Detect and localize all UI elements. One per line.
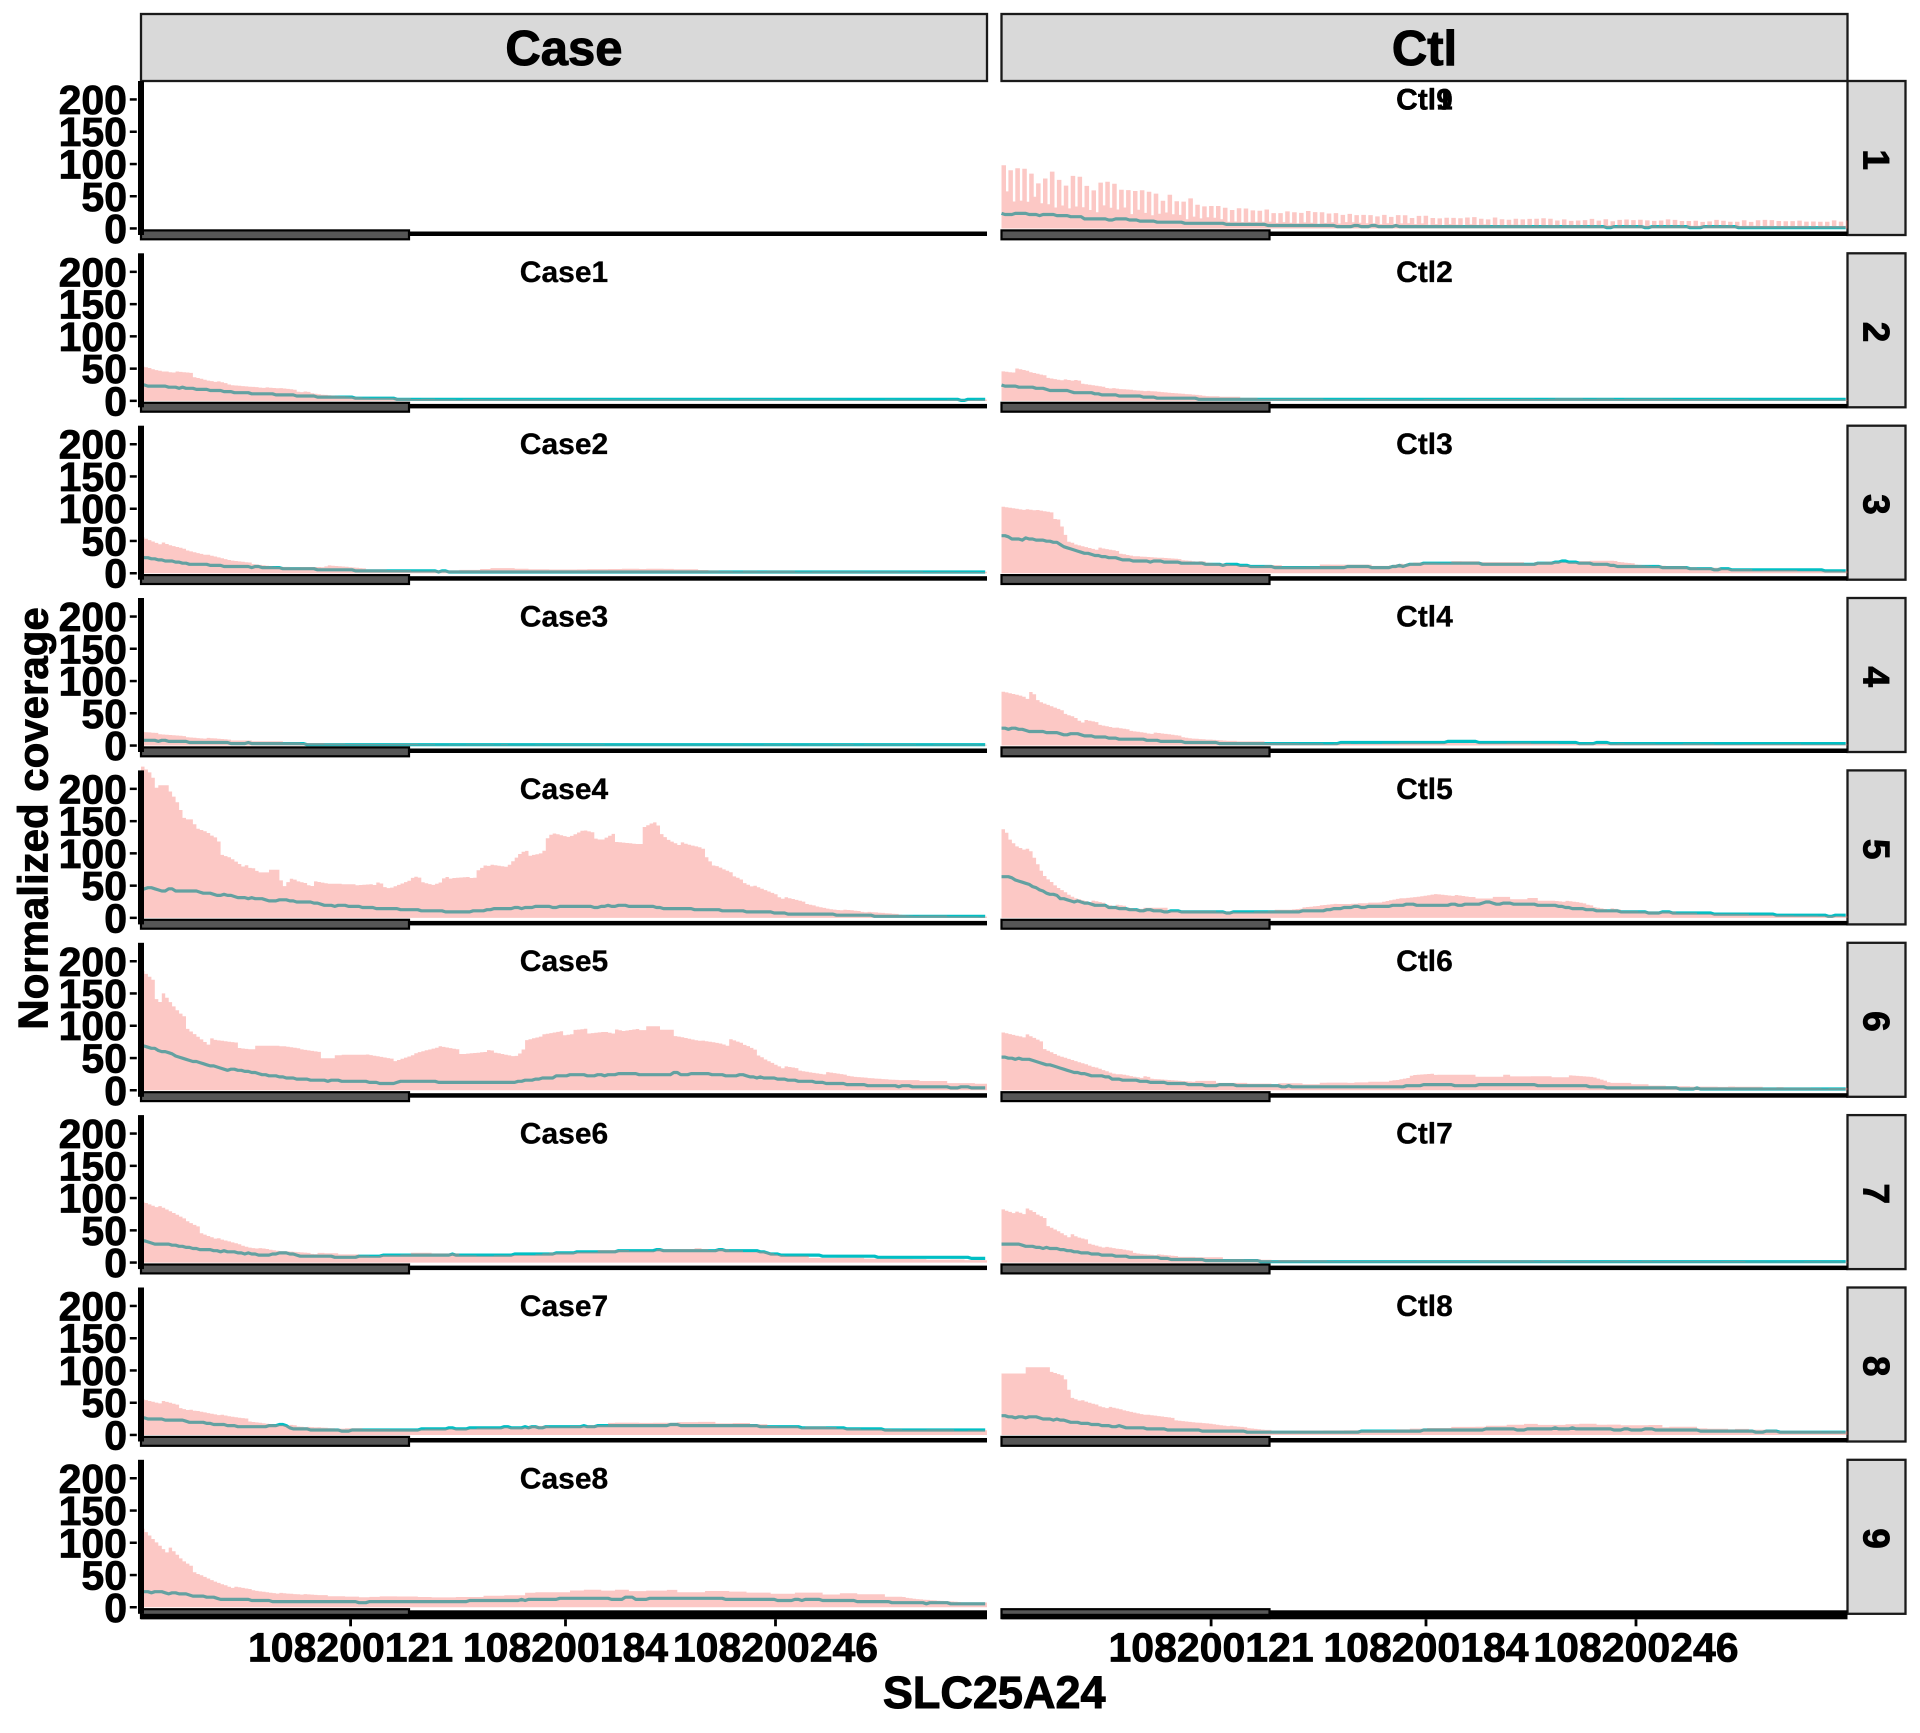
svg-text:150: 150 [59,799,127,845]
svg-text:200: 200 [59,594,127,640]
svg-text:50: 50 [81,346,127,392]
svg-text:100: 100 [59,142,127,188]
svg-text:100: 100 [59,659,127,705]
svg-text:Case6: Case6 [520,1118,608,1151]
svg-text:100: 100 [59,1348,127,1394]
svg-text:50: 50 [81,691,127,737]
svg-text:200: 200 [59,1111,127,1157]
svg-text:1: 1 [1856,149,1897,170]
svg-text:8: 8 [1856,1356,1897,1377]
svg-text:Ctl4: Ctl4 [1396,601,1453,634]
svg-text:Case5: Case5 [520,945,608,978]
svg-text:Ctl2: Ctl2 [1396,256,1453,289]
svg-text:150: 150 [59,1316,127,1362]
svg-text:150: 150 [59,454,127,500]
svg-text:Case7: Case7 [520,1290,608,1323]
svg-text:Case3: Case3 [520,601,608,634]
svg-text:200: 200 [59,1456,127,1502]
svg-text:Case: Case [505,22,622,76]
svg-text:Normalized coverage: Normalized coverage [10,607,57,1030]
svg-text:108200184: 108200184 [463,1625,668,1671]
svg-text:50: 50 [81,1036,127,1082]
svg-text:150: 150 [59,282,127,328]
svg-text:Ctl3: Ctl3 [1396,428,1453,461]
svg-text:3: 3 [1856,494,1897,515]
svg-text:100: 100 [59,1003,127,1049]
svg-text:100: 100 [59,831,127,877]
svg-text:108200246: 108200246 [1533,1625,1738,1671]
svg-text:200: 200 [59,766,127,812]
svg-text:100: 100 [59,486,127,532]
svg-text:50: 50 [81,1380,127,1426]
svg-text:Case1: Case1 [520,256,608,289]
svg-text:Ctl8: Ctl8 [1396,1290,1453,1323]
svg-text:100: 100 [59,1520,127,1566]
svg-text:150: 150 [59,971,127,1017]
svg-text:150: 150 [59,1143,127,1189]
svg-text:6: 6 [1856,1011,1897,1032]
svg-text:50: 50 [81,1208,127,1254]
svg-text:4: 4 [1856,666,1897,687]
svg-text:200: 200 [59,249,127,295]
svg-text:9: 9 [1856,1528,1897,1549]
svg-text:0: 0 [104,1413,127,1459]
svg-text:Ctl6: Ctl6 [1396,945,1453,978]
svg-text:50: 50 [81,519,127,565]
svg-text:108200246: 108200246 [673,1625,878,1671]
svg-text:Ctl: Ctl [1392,22,1457,76]
svg-text:50: 50 [81,863,127,909]
svg-text:0: 0 [104,206,127,252]
svg-text:100: 100 [59,1176,127,1222]
svg-text:0: 0 [104,1068,127,1114]
svg-text:SLC25A24: SLC25A24 [883,1667,1106,1718]
svg-text:200: 200 [59,1284,127,1330]
svg-text:200: 200 [59,77,127,123]
svg-text:0: 0 [104,723,127,769]
svg-text:Case8: Case8 [520,1462,608,1495]
svg-text:0: 0 [104,378,127,424]
svg-text:Ctl1: Ctl1 [1396,84,1453,117]
svg-text:150: 150 [59,1488,127,1534]
svg-text:100: 100 [59,314,127,360]
svg-text:0: 0 [104,1240,127,1286]
svg-text:Ctl9: Ctl9 [1396,84,1453,117]
svg-text:Case2: Case2 [520,428,608,461]
svg-text:150: 150 [59,109,127,155]
svg-text:Case4: Case4 [520,773,609,806]
svg-text:Ctl5: Ctl5 [1396,773,1453,806]
svg-text:200: 200 [59,939,127,985]
svg-text:108200184: 108200184 [1323,1625,1528,1671]
svg-text:50: 50 [81,174,127,220]
svg-text:0: 0 [104,1585,127,1631]
svg-text:150: 150 [59,626,127,672]
svg-text:108200121: 108200121 [1108,1625,1313,1671]
svg-text:200: 200 [59,422,127,468]
svg-text:5: 5 [1856,839,1897,860]
svg-text:0: 0 [104,895,127,941]
svg-text:2: 2 [1856,322,1897,343]
svg-text:50: 50 [81,1553,127,1599]
svg-text:7: 7 [1856,1184,1897,1205]
svg-text:Ctl7: Ctl7 [1396,1118,1453,1151]
svg-text:108200121: 108200121 [248,1625,453,1671]
svg-text:0: 0 [104,551,127,597]
